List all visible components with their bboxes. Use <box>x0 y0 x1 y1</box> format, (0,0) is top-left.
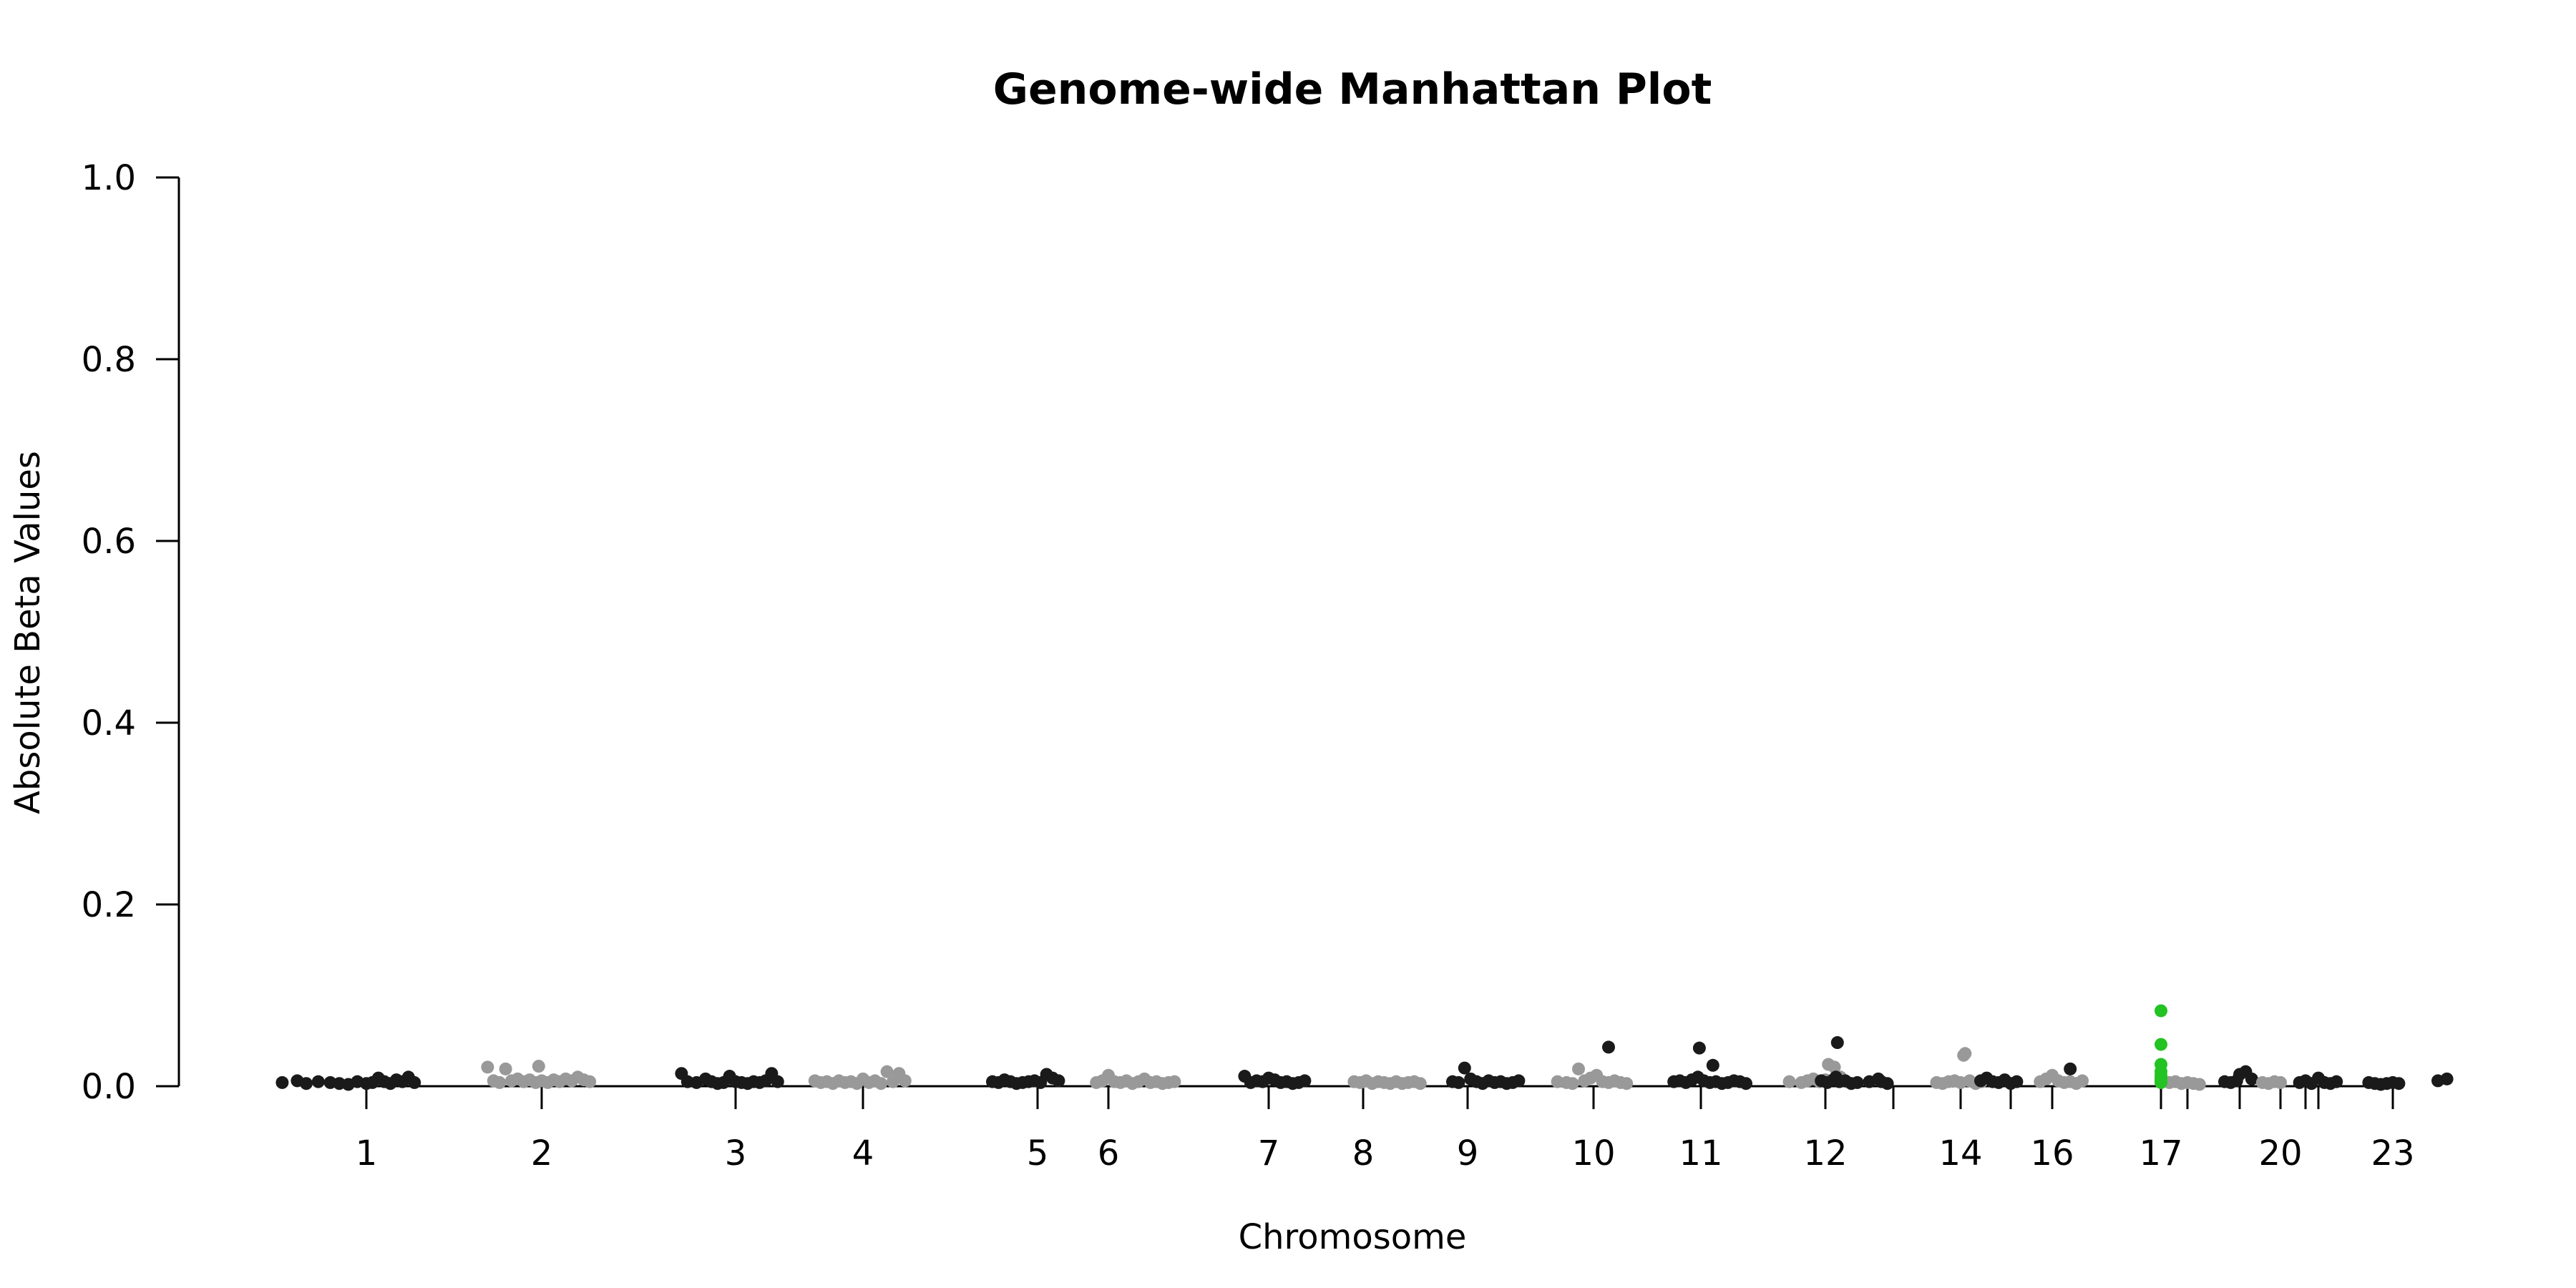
data-point <box>1566 1077 1579 1091</box>
x-tick-label: 1 <box>356 1133 378 1174</box>
data-point <box>1452 1075 1465 1089</box>
data-point <box>532 1060 545 1073</box>
data-point <box>1168 1075 1181 1088</box>
data-point <box>1458 1061 1471 1075</box>
x-tick-label: 3 <box>725 1133 747 1174</box>
x-tick-label: 23 <box>2371 1133 2414 1174</box>
data-point <box>1829 1070 1843 1084</box>
data-point <box>1828 1060 1841 1074</box>
x-tick-label: 11 <box>1679 1133 1722 1174</box>
data-point <box>771 1075 784 1088</box>
data-point <box>408 1075 421 1089</box>
data-point <box>1880 1077 1894 1091</box>
x-tick-label: 5 <box>1027 1133 1049 1174</box>
x-tick-label: 16 <box>2030 1133 2074 1174</box>
data-point <box>2155 1004 2167 1018</box>
data-point <box>2245 1072 2258 1085</box>
data-point <box>1850 1075 1864 1089</box>
data-point <box>874 1077 888 1091</box>
x-tick-label: 20 <box>2258 1133 2302 1174</box>
data-point <box>1706 1058 1719 1072</box>
y-axis-label: Absolute Beta Values <box>8 451 48 814</box>
data-point <box>1413 1077 1427 1091</box>
y-tick-label: 0.6 <box>82 522 136 562</box>
x-tick-label: 8 <box>1352 1133 1375 1174</box>
x-tick-label: 6 <box>1098 1133 1120 1174</box>
data-point <box>1298 1074 1312 1088</box>
x-axis-label: Chromosome <box>1239 1217 1467 1257</box>
x-tick-label: 4 <box>852 1133 874 1174</box>
data-point <box>898 1074 912 1088</box>
data-point <box>2440 1072 2454 1085</box>
x-tick-label: 17 <box>2139 1133 2182 1174</box>
data-point <box>481 1060 494 1074</box>
x-tick-label: 10 <box>1571 1133 1615 1174</box>
data-point <box>493 1075 507 1089</box>
data-point <box>499 1062 512 1075</box>
data-point <box>2330 1075 2343 1088</box>
data-point <box>2010 1075 2024 1088</box>
data-point <box>1692 1041 1706 1055</box>
chart-title: Genome-wide Manhattan Plot <box>993 64 1712 114</box>
data-point <box>1052 1074 1065 1088</box>
data-point <box>1782 1075 1796 1088</box>
x-tick-label: 9 <box>1457 1133 1479 1174</box>
data-point <box>1512 1074 1526 1088</box>
data-point <box>2192 1078 2206 1091</box>
data-point <box>1572 1062 1585 1075</box>
data-points <box>275 1004 2454 1091</box>
data-point <box>300 1077 313 1091</box>
y-tick-label: 0.4 <box>82 703 136 743</box>
x-tick-label: 14 <box>1938 1133 1982 1174</box>
data-point <box>1830 1036 1844 1050</box>
data-point <box>2064 1062 2077 1075</box>
data-point <box>311 1075 325 1088</box>
x-tick-label: 7 <box>1258 1133 1280 1174</box>
data-point <box>1740 1077 1752 1091</box>
data-point <box>1620 1077 1634 1091</box>
data-point <box>275 1075 289 1089</box>
y-tick-label: 0.0 <box>82 1067 136 1107</box>
data-point <box>880 1065 894 1078</box>
data-point <box>1602 1040 1615 1054</box>
data-point <box>583 1075 597 1088</box>
x-axis: 1 2 3 4 5 6 7 8 9 10 11 12 14 16 17 20 23 <box>356 1085 2415 1174</box>
data-point <box>2392 1077 2406 1091</box>
x-tick-label: 12 <box>1803 1133 1847 1174</box>
y-tick-label: 0.8 <box>82 340 136 380</box>
x-tick-label: 2 <box>531 1133 553 1174</box>
y-tick-label: 1.0 <box>82 158 136 198</box>
data-point <box>2076 1074 2089 1088</box>
data-point <box>2274 1075 2287 1089</box>
data-point <box>2155 1075 2167 1089</box>
data-point <box>1958 1047 1972 1060</box>
y-axis: 0.0 0.2 0.4 0.6 0.8 1.0 <box>82 158 180 1107</box>
y-tick-label: 0.2 <box>82 885 136 925</box>
data-point <box>2155 1038 2167 1051</box>
